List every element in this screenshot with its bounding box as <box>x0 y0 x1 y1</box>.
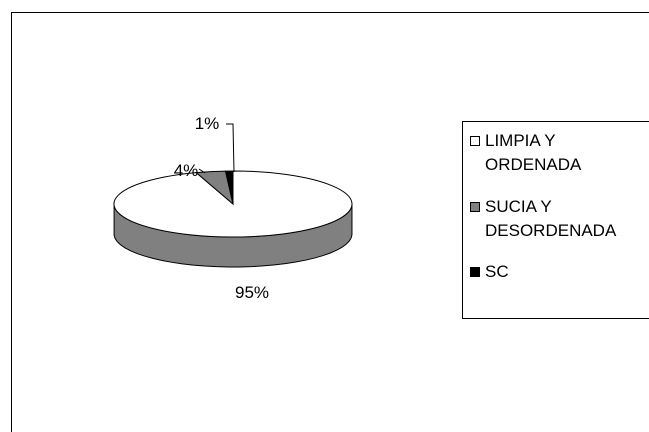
data-label-sc: 1% <box>195 114 220 133</box>
legend-swatch-sc <box>470 267 480 277</box>
leader-line-sc <box>226 123 235 173</box>
data-label-limpia: 95% <box>235 283 269 302</box>
legend-label-sc: SC <box>485 262 509 281</box>
legend-label-limpia: LIMPIA Y ORDENADA <box>485 131 582 174</box>
pie-slice-sc <box>224 170 234 205</box>
leader-line-sucia <box>198 168 206 174</box>
legend: LIMPIA Y ORDENADA SUCIA Y DESORDENADA SC <box>462 121 649 319</box>
pie-chart: 95% 4% 1% <box>113 114 353 302</box>
legend-swatch-sucia <box>470 202 480 212</box>
legend-item-sucia: SUCIA Y DESORDENADA <box>470 195 616 243</box>
legend-item-limpia: LIMPIA Y ORDENADA <box>470 129 581 177</box>
legend-item-sc: SC <box>470 260 509 284</box>
legend-label-sucia: SUCIA Y DESORDENADA <box>485 197 617 240</box>
data-label-sucia: 4% <box>174 161 199 180</box>
chart-area <box>11 12 649 432</box>
legend-swatch-limpia <box>470 136 480 146</box>
